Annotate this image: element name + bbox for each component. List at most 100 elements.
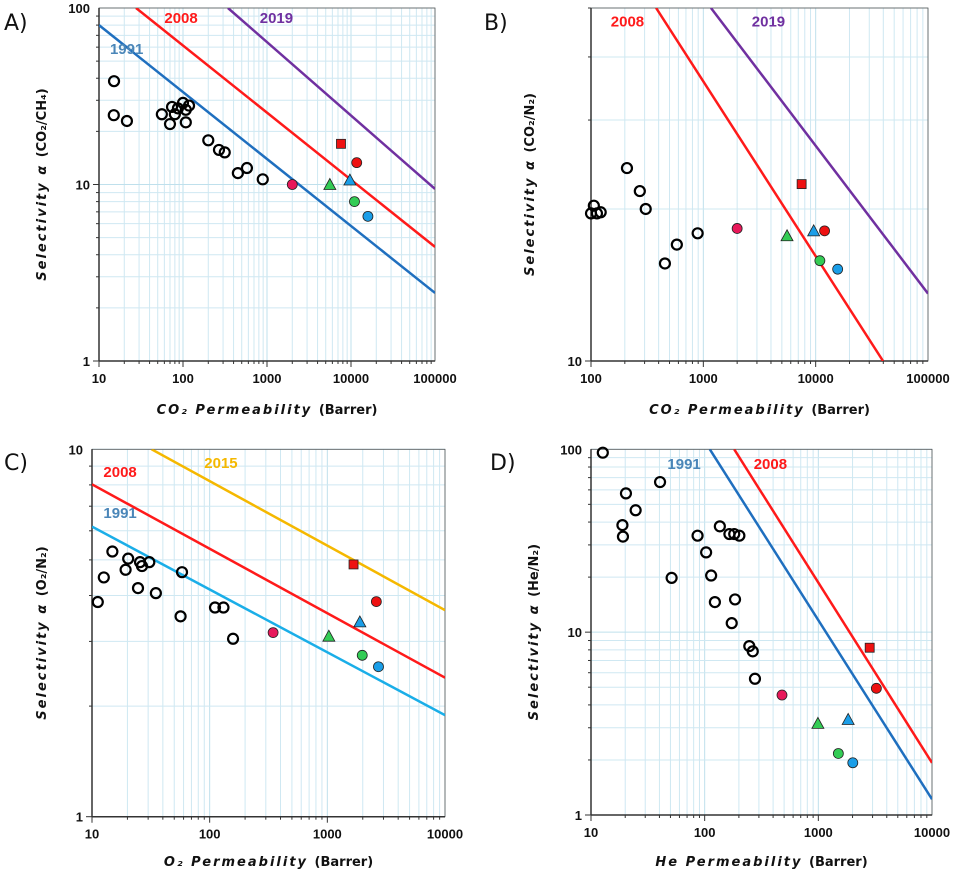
panel-b: 100 1000 10000 100000 10 B) CO₂ Permeability (…	[484, 7, 950, 418]
highlight-circle-red	[370, 596, 382, 608]
literature-point	[91, 595, 104, 609]
x-tick-label: 100	[580, 371, 602, 386]
y-tick-label: 100	[68, 1, 90, 16]
y-tick-label: 100	[560, 442, 582, 457]
highlight-triangle-green	[322, 629, 336, 642]
upper-bound-label-2008: 2008	[754, 456, 787, 473]
grid	[585, 448, 933, 821]
y-axis-title: Selectivity α (CO₂/N₂)	[523, 93, 538, 276]
literature-point	[212, 143, 226, 157]
literature-point	[131, 581, 145, 595]
y-tick-label: 1	[575, 808, 582, 823]
x-axis-title: CO₂ Permeability (Barrer)	[649, 403, 870, 418]
literature-point	[733, 529, 746, 542]
x-axis-title: O₂ Permeability (Barrer)	[164, 855, 373, 870]
upper-bound-line-2019	[227, 8, 435, 190]
panel-label: B)	[484, 11, 508, 36]
upper-bound-line-2008	[135, 8, 435, 248]
literature-point	[155, 108, 168, 121]
highlight-triangle-green	[780, 228, 794, 242]
literature-point	[700, 546, 713, 559]
literature-point	[175, 566, 189, 579]
highlight-circle-green	[356, 649, 368, 661]
x-tick-label: 10000	[427, 827, 463, 842]
upper-bound-label-2019: 2019	[260, 10, 293, 27]
x-tick-label: 10000	[798, 371, 834, 386]
literature-point	[149, 587, 162, 600]
upper-bound-line-2008	[733, 449, 932, 764]
highlight-square-red	[796, 179, 807, 190]
upper-bound-label-2008: 2008	[164, 10, 197, 27]
literature-point	[728, 527, 741, 541]
x-axis-title: He Permeability (Barrer)	[655, 855, 867, 870]
highlight-circle-blue	[832, 263, 844, 275]
upper-bound-label-1991: 1991	[110, 41, 143, 58]
literature-point	[653, 475, 667, 489]
y-tick-label: 1	[83, 354, 90, 369]
literature-point	[176, 96, 190, 109]
literature-point	[670, 238, 683, 251]
literature-point	[163, 117, 177, 131]
panel-label: D)	[490, 451, 516, 476]
literature-point	[231, 167, 244, 180]
literature-point	[665, 571, 678, 585]
upper-bound-line-2008	[92, 483, 445, 679]
plot-frame	[590, 7, 929, 362]
x-tick-label: 100000	[906, 371, 949, 386]
y-tick-label: 10	[568, 625, 582, 640]
literature-point	[596, 446, 609, 459]
y-tick-label: 10	[76, 178, 90, 193]
y-tick-label: 1	[76, 810, 83, 825]
y-axis-title: Selectivity α (He/N₂)	[527, 544, 542, 720]
x-tick-label: 1000	[313, 827, 342, 842]
literature-point	[594, 206, 607, 219]
grid	[86, 448, 446, 823]
highlight-triangle-green	[811, 716, 825, 729]
literature-point	[168, 108, 181, 121]
x-tick-label: 10000	[914, 825, 950, 840]
literature-point	[143, 556, 156, 569]
literature-point	[629, 504, 642, 517]
highlight-circle-red	[870, 682, 882, 694]
literature-point	[746, 645, 759, 658]
literature-point	[691, 227, 704, 240]
literature-point	[713, 520, 726, 533]
literature-point	[97, 571, 110, 584]
highlight-triangle-blue	[343, 173, 357, 186]
panel-label: A)	[4, 11, 28, 36]
x-tick-label: 1000	[253, 371, 282, 386]
y-tick-label: 10	[69, 442, 83, 457]
highlight-square-red	[336, 138, 346, 149]
literature-point	[107, 75, 121, 88]
literature-point	[633, 184, 646, 198]
highlight-triangle-green	[323, 177, 337, 190]
highlight-circle-red	[819, 225, 830, 237]
literature-point	[106, 545, 119, 558]
highlight-square-red	[864, 642, 875, 653]
x-tick-label: 10	[92, 371, 106, 386]
literature-point	[256, 173, 269, 186]
highlight-circle-pink	[776, 689, 788, 701]
y-axis-title: Selectivity α (CO₂/CH₄)	[35, 88, 50, 280]
upper-bound-label-1991: 1991	[667, 456, 700, 473]
literature-point	[107, 109, 120, 122]
y-axis-title: Selectivity α (O₂/N₂)	[35, 546, 50, 719]
literature-point	[240, 161, 254, 175]
y-tick-label: 10	[568, 354, 582, 369]
upper-bound-label-2019: 2019	[752, 13, 785, 30]
literature-point	[218, 146, 231, 159]
x-tick-label: 10	[584, 825, 598, 840]
literature-point	[208, 601, 222, 614]
literature-point	[119, 563, 132, 576]
literature-point	[202, 134, 215, 147]
literature-point	[748, 672, 762, 685]
highlight-square-red	[348, 559, 359, 570]
highlight-circle-green	[832, 748, 844, 759]
panel-label: C)	[4, 451, 28, 476]
upper-bound-label-2008: 2008	[103, 464, 136, 481]
literature-point	[179, 116, 192, 129]
highlight-circle-blue	[373, 661, 384, 673]
highlight-triangle-blue	[353, 615, 367, 628]
